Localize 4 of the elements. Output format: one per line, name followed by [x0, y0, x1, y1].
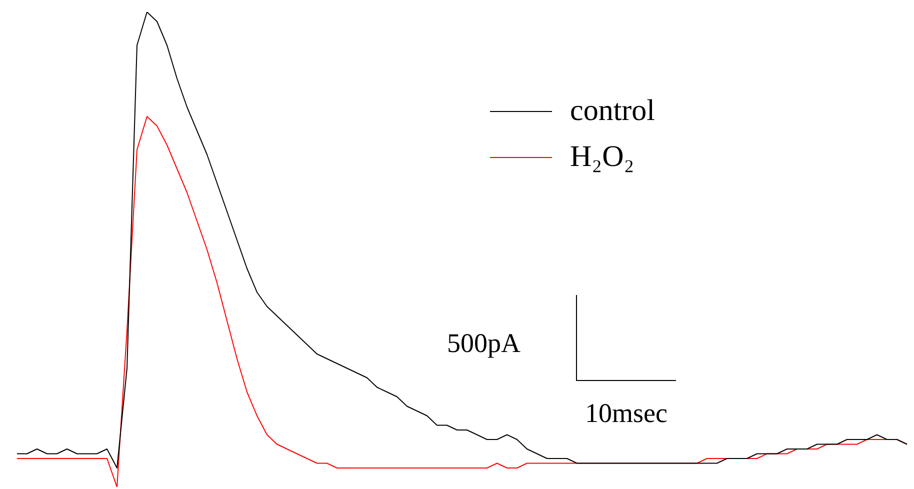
annotation: 500pA: [447, 328, 520, 359]
annotation: 10msec: [585, 398, 668, 429]
legend-label: H₂O₂: [570, 140, 634, 174]
legend-label: control: [570, 94, 655, 128]
